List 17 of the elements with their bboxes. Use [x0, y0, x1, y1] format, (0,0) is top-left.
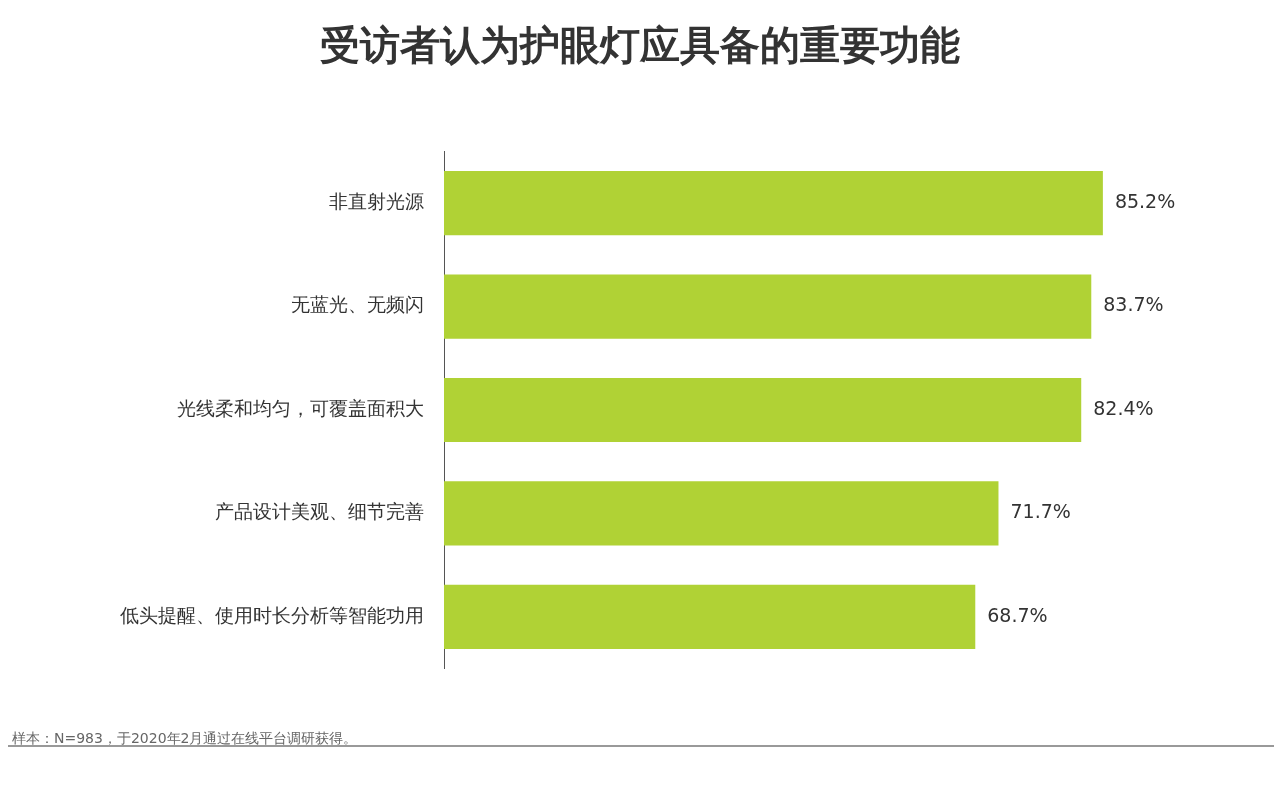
bar: [444, 377, 1082, 443]
data-label: 71.7%: [1010, 500, 1071, 523]
data-label: 82.4%: [1093, 396, 1154, 419]
data-label: 83.7%: [1103, 293, 1164, 316]
bar: [444, 584, 976, 649]
text: 样本：N=983，于2020年2月通过在线平台调研获得。: [12, 730, 358, 748]
y-tick-label: 产品设计美观、细节完善: [215, 500, 424, 523]
y-tick-label: 非直射光源: [329, 190, 424, 213]
bar: [444, 274, 1092, 339]
y-tick-label: 低头提醒、使用时长分析等智能功用: [120, 603, 424, 626]
bar: [444, 171, 1103, 236]
data-label: 85.2%: [1114, 190, 1176, 213]
y-tick-label: 无蓝光、无频闪: [291, 293, 424, 316]
chart-title: 受访者认为护眼灯应具备的重要功能: [319, 21, 961, 70]
data-label: 68.7%: [987, 603, 1048, 626]
y-tick-label: 光线柔和均匀，可覆盖面积大: [177, 396, 424, 419]
bar: [444, 481, 999, 546]
